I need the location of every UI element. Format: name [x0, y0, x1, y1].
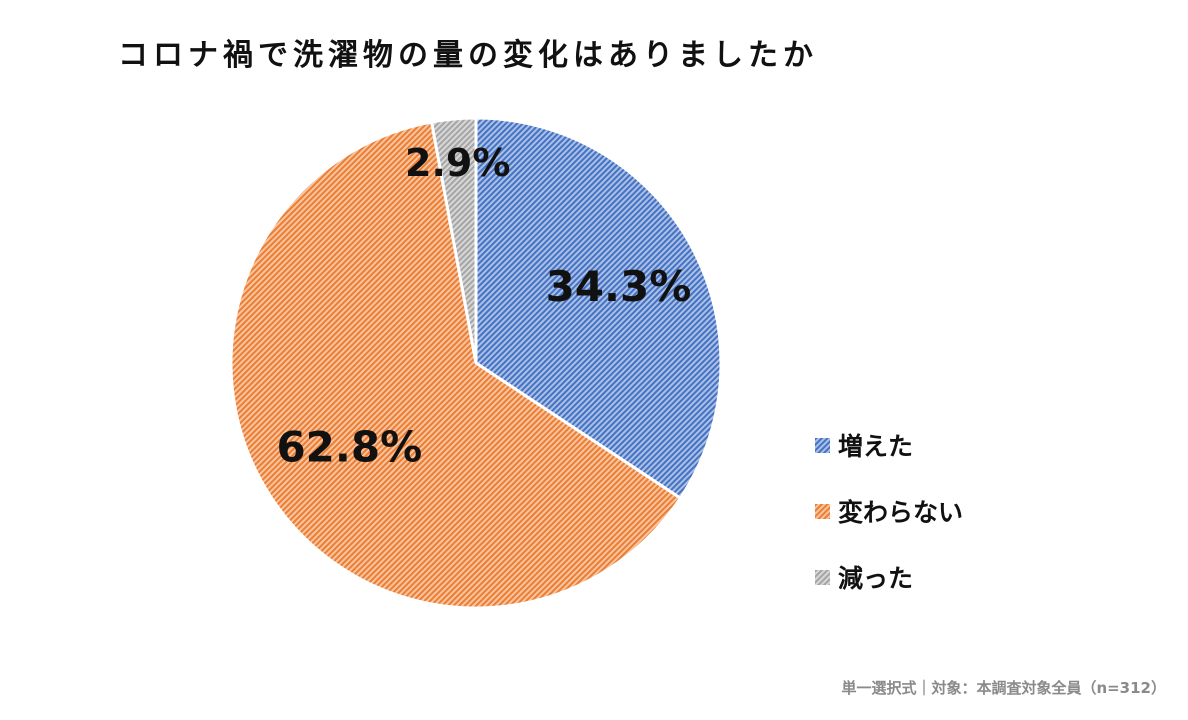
- legend-swatch: [815, 437, 830, 453]
- legend-swatch: [815, 569, 830, 585]
- legend-item: 変わらない: [815, 478, 963, 544]
- legend: 増えた 変わらない 減った: [815, 412, 963, 610]
- chart-title: コロナ禍で洗濯物の量の変化はありましたか: [118, 38, 818, 73]
- legend-item: 増えた: [815, 412, 963, 478]
- footnote: 単一選択式｜対象：本調査対象全員（n=312）: [841, 679, 1166, 697]
- legend-label: 減った: [838, 564, 914, 593]
- legend-swatch: [815, 503, 830, 519]
- legend-item: 減った: [815, 544, 963, 610]
- pie-slice-2: [229, 120, 683, 610]
- legend-label: 増えた: [838, 432, 914, 461]
- pie-slice-3: [429, 116, 478, 364]
- slice-label-1: 34.3%: [546, 262, 692, 311]
- legend-label: 変わらない: [838, 498, 964, 527]
- slice-label-3: 2.9%: [405, 141, 510, 185]
- slice-label-2: 62.8%: [276, 422, 422, 471]
